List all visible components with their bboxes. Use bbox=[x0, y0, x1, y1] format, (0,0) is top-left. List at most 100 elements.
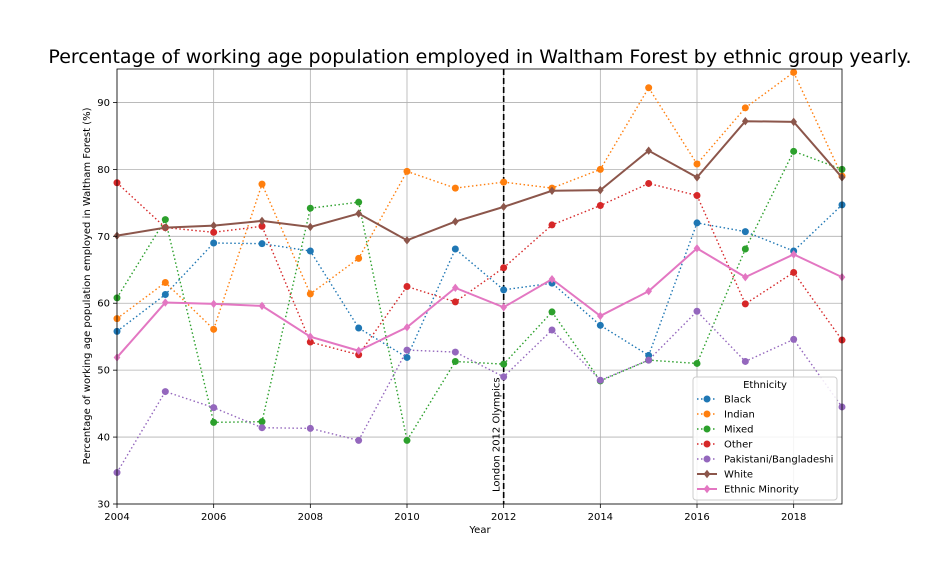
data-point-mixed bbox=[500, 360, 508, 368]
data-point-white bbox=[596, 185, 604, 195]
legend-marker bbox=[703, 410, 711, 418]
data-point-white bbox=[790, 117, 798, 127]
data-point-mixed bbox=[741, 245, 749, 253]
data-point-black bbox=[693, 219, 701, 227]
y-tick-label: 70 bbox=[97, 232, 110, 243]
data-point-mixed bbox=[693, 359, 701, 367]
legend-label: Mixed bbox=[724, 425, 754, 436]
legend-item-ethnic-minority: Ethnic Minority bbox=[697, 485, 799, 496]
data-point-pakistani-bangladeshi bbox=[306, 424, 314, 432]
data-point-white bbox=[693, 173, 701, 182]
data-point-black bbox=[596, 321, 604, 329]
data-point-pakistani-bangladeshi bbox=[355, 436, 363, 444]
x-tick-label: 2008 bbox=[298, 512, 323, 523]
data-point-ethnic-minority bbox=[403, 323, 411, 332]
data-point-mixed bbox=[306, 204, 314, 212]
x-tick-label: 2014 bbox=[588, 512, 613, 523]
data-point-ethnic-minority bbox=[741, 272, 749, 282]
data-point-other bbox=[210, 228, 218, 236]
data-point-indian bbox=[596, 165, 604, 173]
data-point-indian bbox=[355, 254, 363, 262]
legend-marker bbox=[703, 395, 711, 403]
legend-item-other: Other bbox=[697, 440, 753, 451]
y-axis-label: Percentage of working age population emp… bbox=[82, 107, 93, 464]
series-line-indian bbox=[116, 71, 843, 331]
data-point-black bbox=[403, 353, 411, 361]
legend-item-indian: Indian bbox=[697, 410, 755, 421]
data-point-ethnic-minority bbox=[355, 346, 363, 355]
data-point-indian bbox=[500, 178, 508, 186]
data-point-indian bbox=[790, 68, 798, 76]
data-point-white bbox=[451, 217, 459, 226]
data-point-other bbox=[645, 179, 653, 187]
data-point-pakistani-bangladeshi bbox=[258, 424, 266, 432]
data-point-other bbox=[548, 221, 556, 229]
y-tick-label: 40 bbox=[97, 433, 110, 444]
data-point-other bbox=[596, 202, 604, 210]
axes: 2004 2006 2008 2010 2012 2014 2016 2018 30 40 50 60… bbox=[97, 68, 843, 523]
legend-marker bbox=[703, 484, 711, 494]
data-point-ethnic-minority bbox=[693, 244, 701, 253]
data-point-mixed bbox=[403, 436, 411, 444]
x-tick-label: 2012 bbox=[491, 512, 516, 523]
data-point-indian bbox=[258, 180, 266, 188]
data-point-mixed bbox=[548, 308, 556, 316]
data-point-black bbox=[500, 286, 508, 294]
data-point-ethnic-minority bbox=[548, 274, 556, 284]
series-line-ethnic-minority bbox=[116, 247, 843, 359]
data-point-other bbox=[500, 264, 508, 272]
data-point-ethnic-minority bbox=[451, 283, 459, 293]
data-point-pakistani-bangladeshi bbox=[790, 335, 798, 343]
olympics-label: London 2012 Olympics bbox=[492, 377, 503, 492]
series-layer bbox=[113, 68, 846, 477]
data-point-pakistani-bangladeshi bbox=[596, 376, 604, 384]
data-point-other bbox=[693, 191, 701, 199]
data-point-indian bbox=[403, 167, 411, 175]
data-point-black bbox=[741, 228, 749, 236]
legend-label: Black bbox=[724, 395, 751, 406]
series-pakistani-bangladeshi bbox=[113, 307, 846, 477]
x-tick-label: 2010 bbox=[394, 512, 419, 523]
legend: Ethnicity Black Indian Mixed Other Pakistani/… bbox=[692, 376, 838, 501]
x-tick-label: 2016 bbox=[684, 512, 709, 523]
data-point-black bbox=[451, 245, 459, 253]
data-point-mixed bbox=[161, 216, 169, 224]
data-point-white bbox=[258, 216, 266, 226]
data-point-ethnic-minority bbox=[258, 301, 266, 311]
data-point-mixed bbox=[790, 147, 798, 155]
data-point-pakistani-bangladeshi bbox=[403, 346, 411, 354]
legend-label: Indian bbox=[724, 410, 755, 421]
legend-marker bbox=[703, 425, 711, 433]
y-tick-label: 80 bbox=[97, 165, 110, 176]
legend-item-black: Black bbox=[697, 395, 751, 406]
data-point-indian bbox=[210, 325, 218, 333]
y-tick-label: 30 bbox=[97, 500, 110, 511]
data-point-white bbox=[645, 146, 653, 155]
data-point-white bbox=[161, 223, 169, 232]
data-point-black bbox=[161, 291, 169, 299]
data-point-black bbox=[306, 247, 314, 255]
data-point-ethnic-minority bbox=[161, 298, 169, 307]
data-point-indian bbox=[451, 184, 459, 192]
data-point-pakistani-bangladeshi bbox=[645, 356, 653, 364]
data-point-pakistani-bangladeshi bbox=[548, 326, 556, 334]
data-point-ethnic-minority bbox=[306, 332, 314, 341]
legend-item-pakistani-bangladeshi: Pakistani/Bangladeshi bbox=[697, 455, 833, 466]
data-point-black bbox=[210, 239, 218, 247]
y-tick-label: 50 bbox=[97, 366, 110, 377]
legend-item-white: White bbox=[697, 470, 753, 481]
series-line-mixed bbox=[116, 150, 843, 443]
chart-title: Percentage of working age population emp… bbox=[48, 46, 911, 68]
data-point-black bbox=[258, 240, 266, 248]
data-point-pakistani-bangladeshi bbox=[451, 348, 459, 356]
y-tick-label: 60 bbox=[97, 299, 110, 310]
data-point-mixed bbox=[451, 357, 459, 365]
data-point-mixed bbox=[210, 418, 218, 426]
data-point-mixed bbox=[258, 418, 266, 426]
x-tick-label: 2018 bbox=[781, 512, 806, 523]
data-point-white bbox=[548, 186, 556, 195]
legend-marker bbox=[703, 440, 711, 448]
legend-label: Pakistani/Bangladeshi bbox=[724, 455, 833, 466]
data-point-mixed bbox=[355, 198, 363, 206]
data-point-pakistani-bangladeshi bbox=[161, 388, 169, 396]
